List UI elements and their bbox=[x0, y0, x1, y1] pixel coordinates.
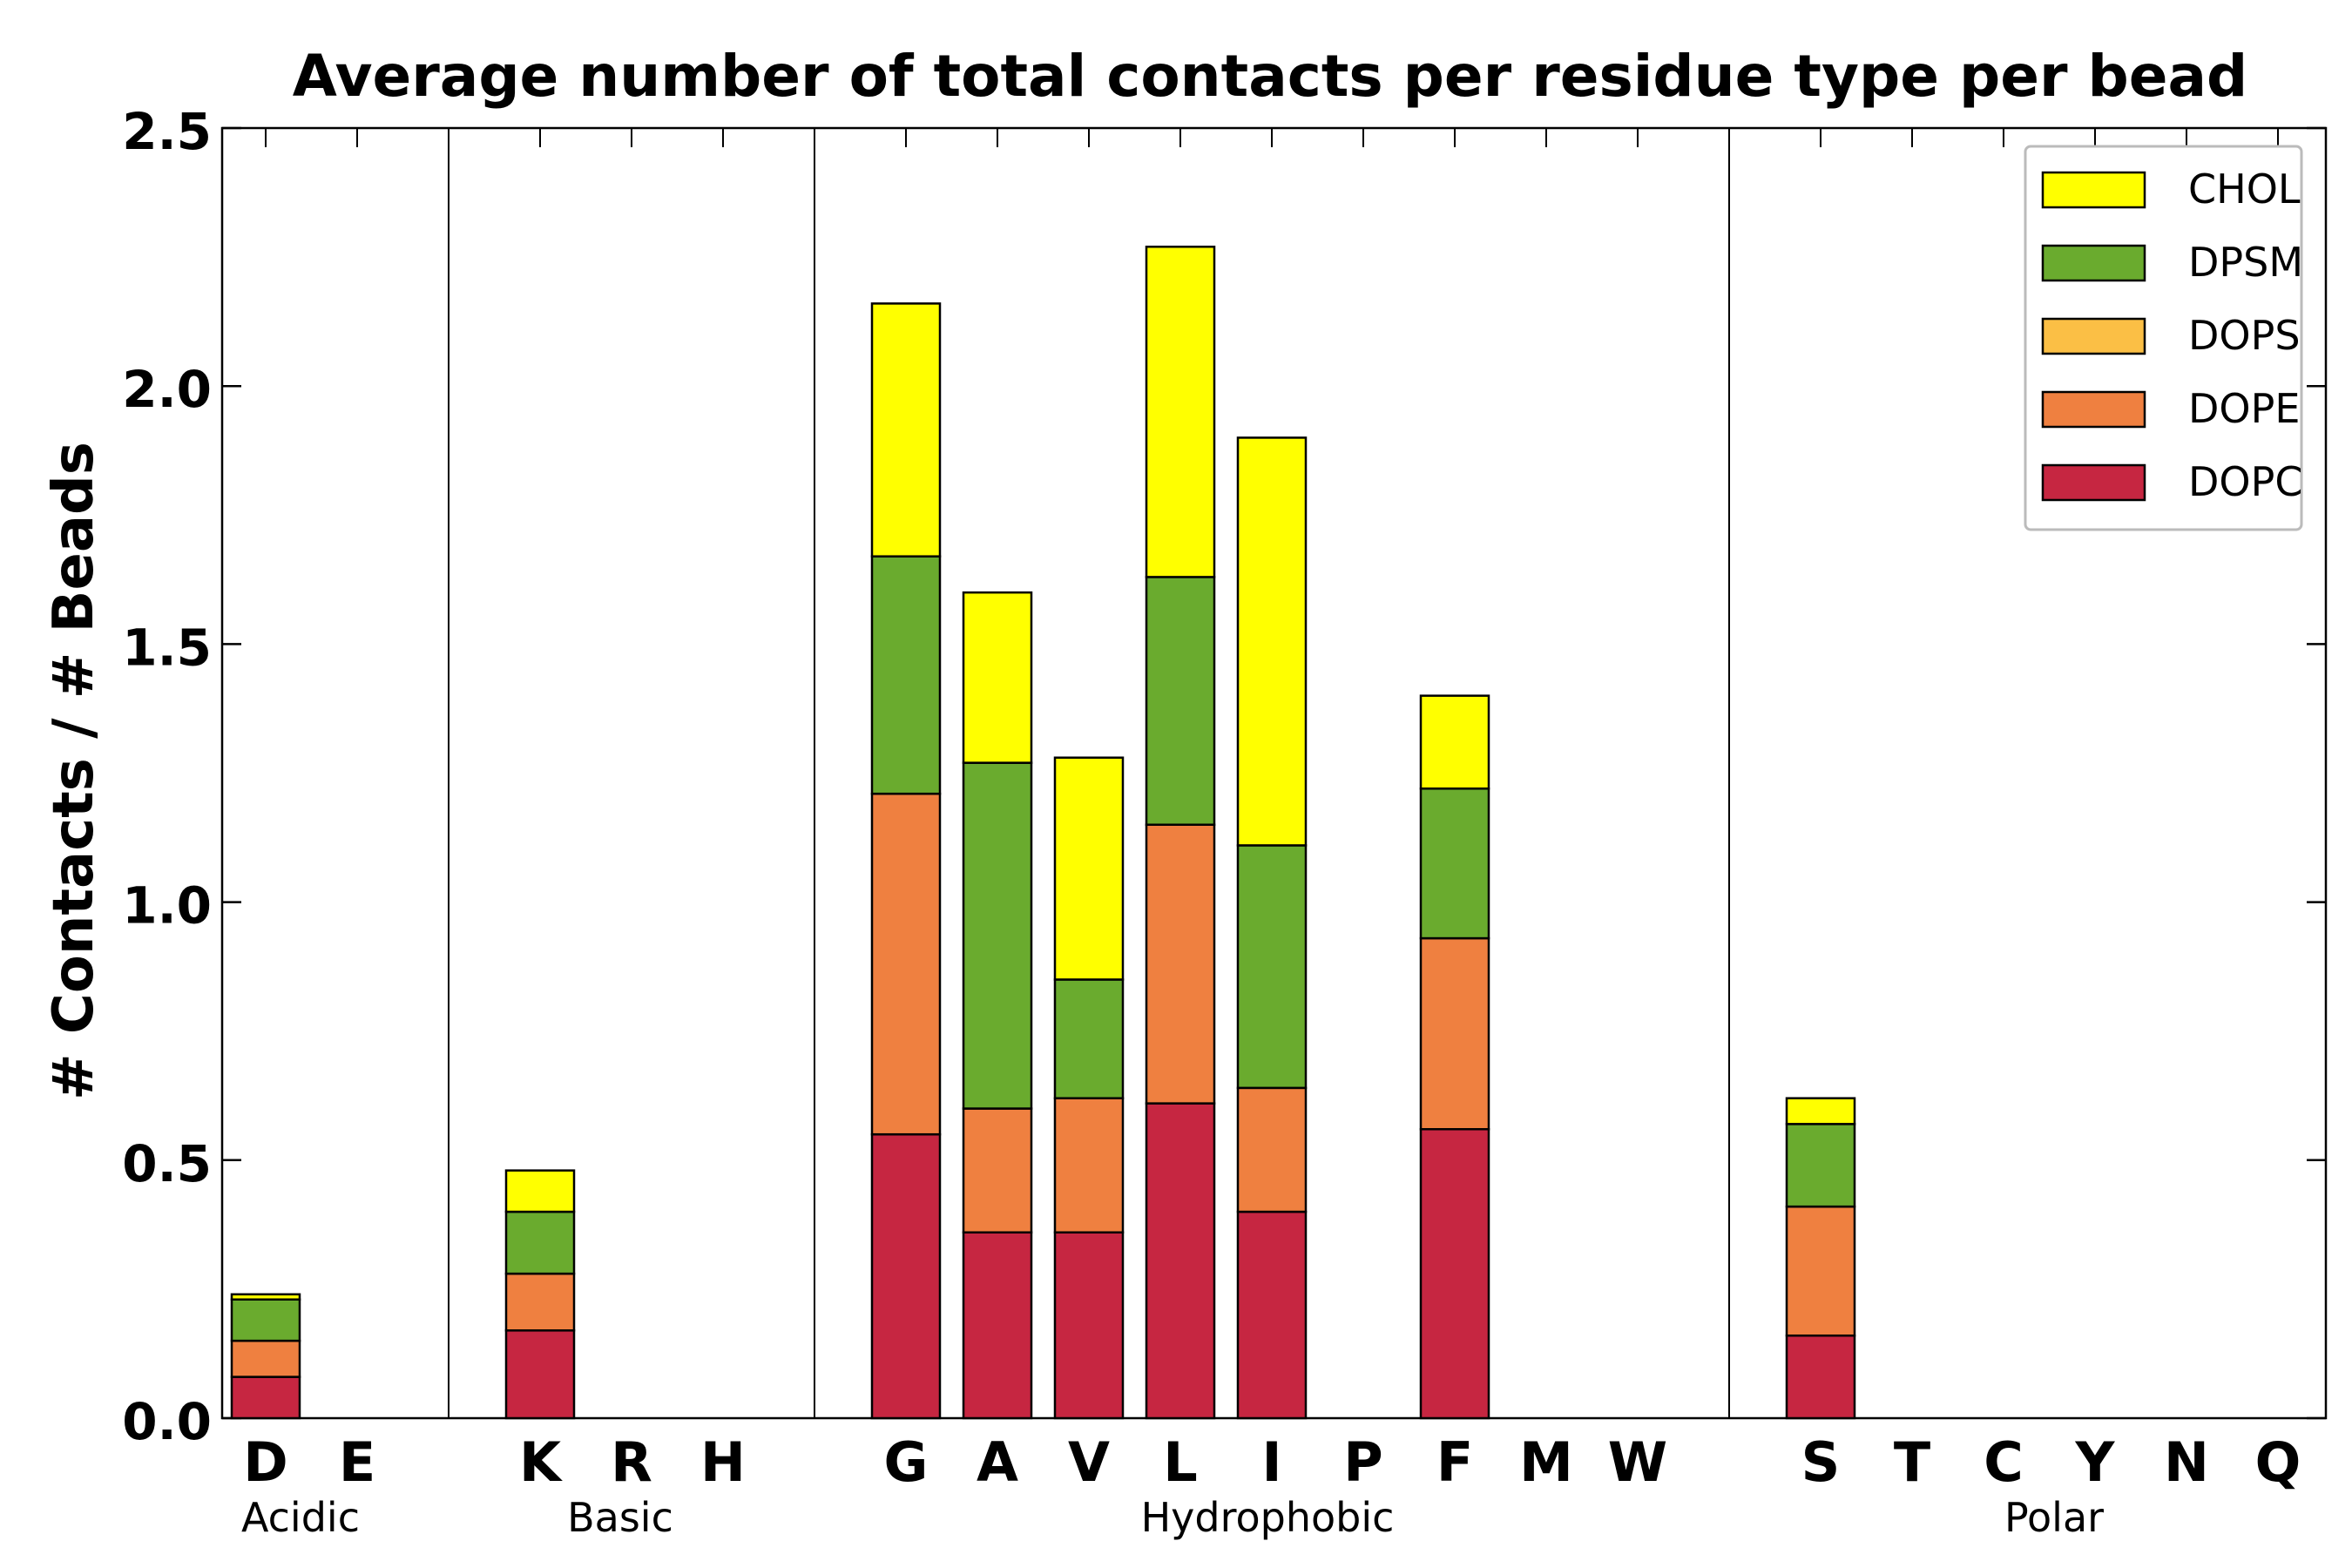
bar-dpsm-D bbox=[230, 1298, 301, 1342]
x-tick-label: P bbox=[1343, 1430, 1382, 1494]
bar-dpsm-K bbox=[504, 1210, 576, 1275]
y-axis-label: # Contacts / # Beads bbox=[42, 442, 106, 1100]
chart-title: Average number of total contacts per res… bbox=[293, 43, 2248, 110]
legend-swatch-dops bbox=[2041, 317, 2146, 355]
bar-dopc-K bbox=[504, 1329, 576, 1420]
group-label-basic: Basic bbox=[567, 1494, 673, 1541]
y-tick-label: 2.5 bbox=[122, 102, 212, 161]
y-tick-label: 2.0 bbox=[122, 360, 212, 419]
x-tick-label: E bbox=[339, 1430, 375, 1494]
bar-dope-A bbox=[962, 1107, 1033, 1233]
x-tick-label: G bbox=[884, 1430, 929, 1494]
bar-dope-D bbox=[230, 1339, 301, 1378]
legend-swatch-dope bbox=[2041, 390, 2146, 429]
bar-dpsm-F bbox=[1419, 787, 1490, 940]
legend-label-dopc: DOPC bbox=[2188, 458, 2303, 505]
bar-dopc-S bbox=[1785, 1334, 1856, 1420]
bar-dpsm-G bbox=[870, 555, 942, 795]
bar-chol-L bbox=[1145, 246, 1216, 578]
legend-swatch-chol bbox=[2041, 171, 2146, 209]
bar-chol-G bbox=[870, 302, 942, 558]
bar-dope-V bbox=[1053, 1097, 1125, 1233]
group-label-acidic: Acidic bbox=[241, 1494, 360, 1541]
bar-dopc-D bbox=[230, 1375, 301, 1420]
bar-dopc-F bbox=[1419, 1128, 1490, 1420]
x-tick-label: L bbox=[1163, 1430, 1198, 1494]
bar-dope-L bbox=[1145, 823, 1216, 1105]
y-tick-label: 1.5 bbox=[122, 618, 212, 677]
bar-chol-A bbox=[962, 591, 1033, 764]
x-tick-label: Q bbox=[2255, 1430, 2301, 1494]
x-tick-label: C bbox=[1984, 1430, 2024, 1494]
x-tick-label: I bbox=[1261, 1430, 1281, 1494]
bar-dpsm-S bbox=[1785, 1123, 1856, 1208]
bar-dpsm-I bbox=[1236, 844, 1308, 1090]
bar-dope-K bbox=[504, 1272, 576, 1332]
x-tick-label: K bbox=[519, 1430, 563, 1494]
bar-chol-D bbox=[230, 1293, 301, 1301]
x-tick-label: D bbox=[243, 1430, 287, 1494]
bar-dpsm-L bbox=[1145, 576, 1216, 826]
x-tick-label: A bbox=[977, 1430, 1018, 1494]
legend-swatch-dpsm bbox=[2041, 244, 2146, 282]
bar-dopc-L bbox=[1145, 1102, 1216, 1420]
y-tick-label: 0.0 bbox=[122, 1392, 212, 1451]
bar-dopc-A bbox=[962, 1231, 1033, 1420]
legend-box bbox=[2024, 145, 2303, 531]
bar-dpsm-A bbox=[962, 761, 1033, 1110]
x-tick-label: S bbox=[1801, 1430, 1841, 1494]
legend-label-dope: DOPE bbox=[2188, 385, 2300, 432]
legend-swatch-dopc bbox=[2041, 463, 2146, 502]
bar-chol-V bbox=[1053, 756, 1125, 981]
bar-chol-K bbox=[504, 1169, 576, 1213]
bar-dope-G bbox=[870, 792, 942, 1136]
group-label-polar: Polar bbox=[2004, 1494, 2104, 1541]
legend-label-chol: CHOL bbox=[2188, 166, 2301, 213]
x-tick-label: V bbox=[1068, 1430, 1110, 1494]
x-tick-label: T bbox=[1894, 1430, 1930, 1494]
bar-dopc-V bbox=[1053, 1231, 1125, 1420]
bar-dopc-G bbox=[870, 1132, 942, 1420]
bar-chol-F bbox=[1419, 694, 1490, 790]
legend-label-dops: DOPS bbox=[2188, 312, 2301, 359]
bar-dpsm-V bbox=[1053, 978, 1125, 1099]
bar-chol-I bbox=[1236, 436, 1308, 847]
x-tick-label: W bbox=[1608, 1430, 1667, 1494]
bar-dope-S bbox=[1785, 1205, 1856, 1337]
bar-dope-F bbox=[1419, 936, 1490, 1131]
legend-label-dpsm: DPSM bbox=[2188, 239, 2303, 286]
y-tick-label: 1.0 bbox=[122, 876, 212, 936]
group-label-hydrophobic: Hydrophobic bbox=[1141, 1494, 1395, 1541]
x-tick-label: H bbox=[700, 1430, 746, 1494]
x-tick-label: Y bbox=[2075, 1430, 2116, 1494]
bar-dope-I bbox=[1236, 1086, 1308, 1213]
bar-dopc-I bbox=[1236, 1210, 1308, 1420]
x-tick-label: N bbox=[2164, 1430, 2209, 1494]
y-tick-label: 0.5 bbox=[122, 1134, 212, 1193]
plot-area: 0.0 0.5 1.0 1.5 2.0 2.5 D E K R H G A V L I P F M W S T C Y N Q Ac… bbox=[122, 102, 2328, 1541]
x-tick-label: F bbox=[1436, 1430, 1473, 1494]
x-tick-label: M bbox=[1519, 1430, 1573, 1494]
bar-chol-S bbox=[1785, 1097, 1856, 1125]
x-tick-label: R bbox=[611, 1430, 652, 1494]
